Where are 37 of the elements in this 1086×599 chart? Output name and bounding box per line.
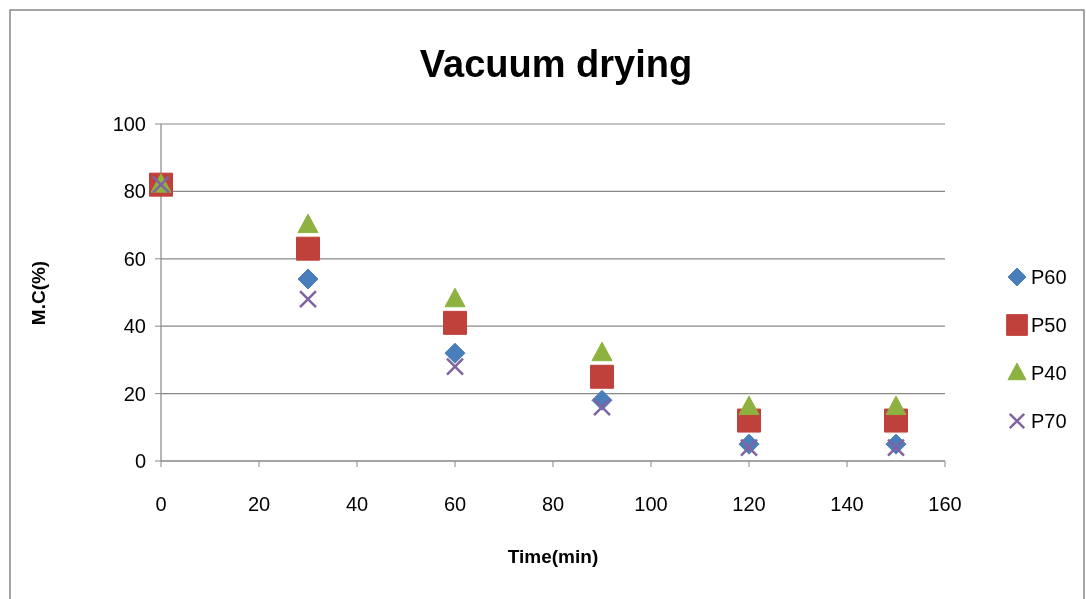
- point: [297, 268, 319, 290]
- x-tick-label: 40: [345, 493, 369, 515]
- x-tick-label: 80: [541, 493, 565, 515]
- x-tick-label: 160: [928, 493, 962, 515]
- point: [591, 341, 613, 362]
- point: [885, 395, 907, 416]
- y-tick-label: 40: [123, 315, 146, 338]
- x-tick-label: 100: [634, 493, 668, 515]
- legend-label: P50: [1031, 314, 1067, 336]
- y-tick-label: 80: [123, 180, 146, 203]
- y-tick-label: 100: [112, 113, 146, 135]
- y-tick-label: 20: [123, 382, 146, 405]
- legend-label: P60: [1031, 266, 1067, 288]
- point: [738, 395, 760, 416]
- point: [444, 287, 466, 308]
- legend-label: P40: [1031, 362, 1067, 384]
- y-tick-label: 60: [123, 247, 146, 270]
- x-tick-label: 60: [443, 493, 467, 515]
- point: [592, 397, 612, 417]
- point: [298, 289, 318, 309]
- legend-label: P70: [1031, 410, 1067, 432]
- point: [444, 342, 466, 364]
- x-tick-label: 140: [830, 493, 864, 515]
- point: [297, 213, 319, 234]
- y-axis-title: M.C(%): [28, 260, 49, 326]
- point: [739, 438, 759, 457]
- x-tick-label: 20: [247, 493, 271, 515]
- point: [590, 364, 614, 389]
- x-axis-title: Time(min): [507, 546, 599, 567]
- point: [443, 310, 467, 335]
- x-tick-label: 120: [732, 493, 766, 515]
- y-tick-label: 0: [134, 450, 146, 472]
- chart-title: Vacuum drying: [419, 43, 693, 85]
- point: [296, 236, 320, 261]
- point: [445, 357, 465, 376]
- point: [886, 438, 906, 457]
- x-tick-label: 0: [155, 493, 167, 515]
